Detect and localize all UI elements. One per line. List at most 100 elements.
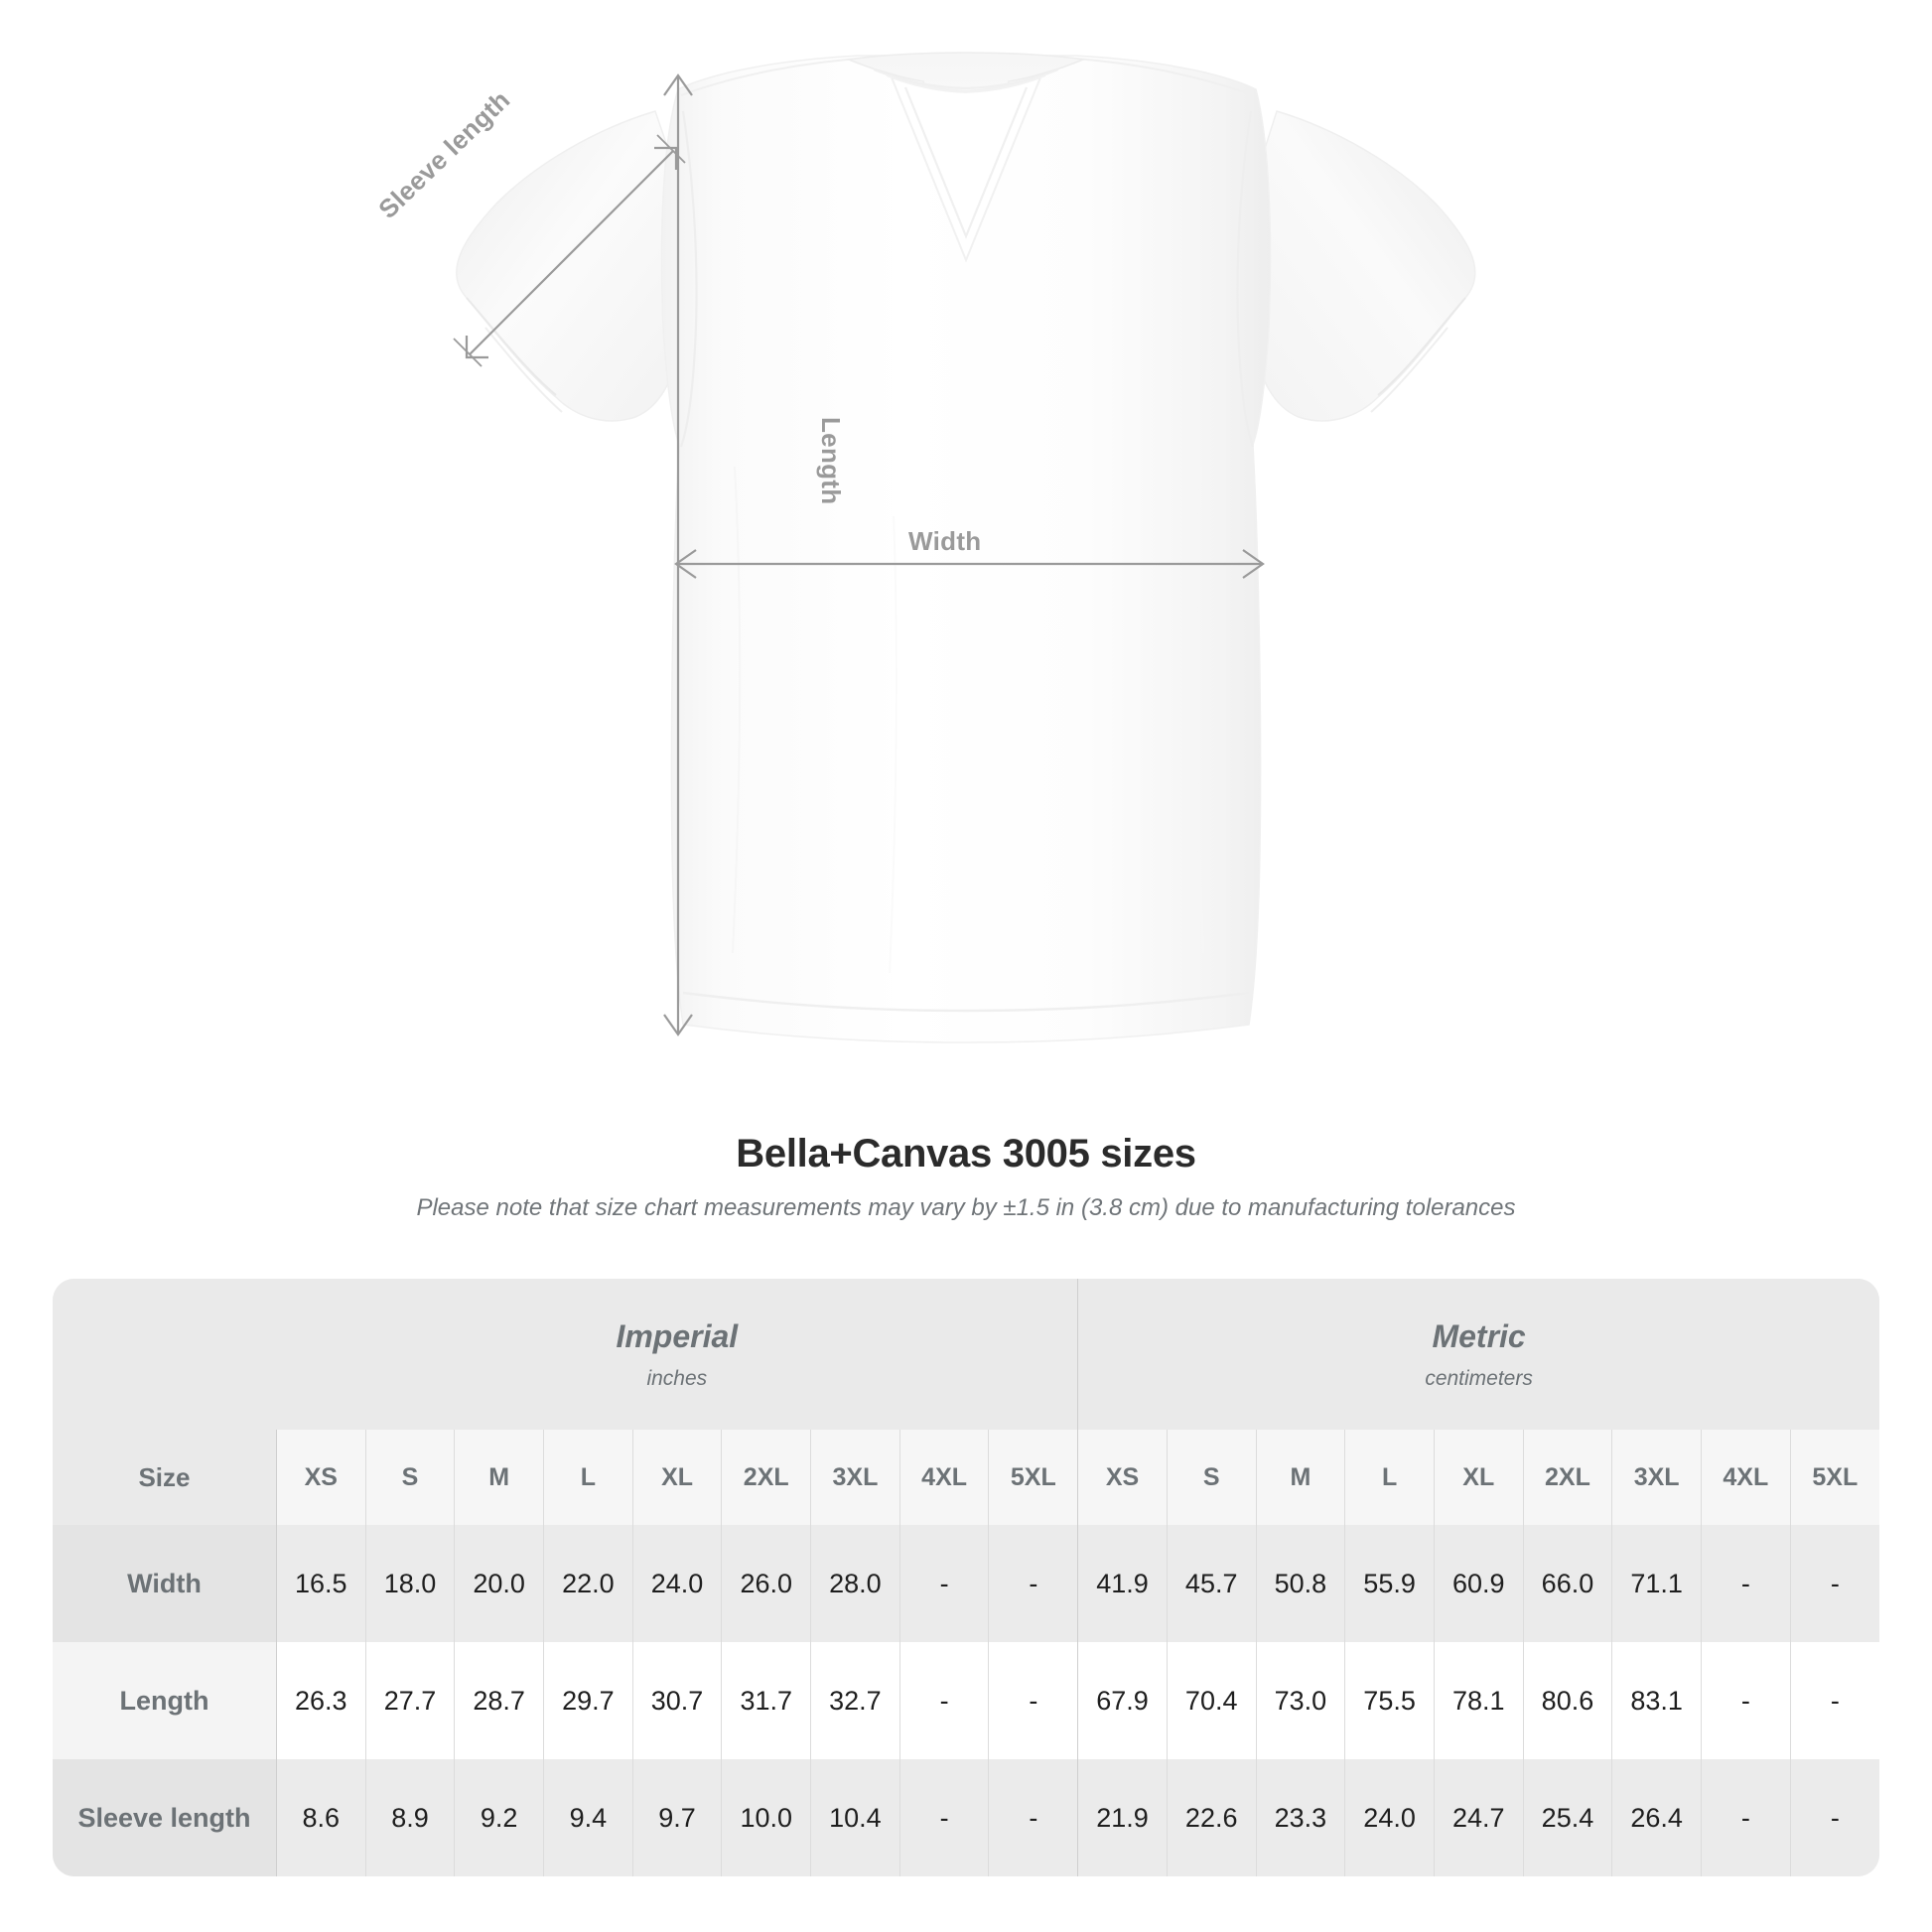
cell-width-imperial-4xl: - [898,1525,989,1642]
col-header-metric-3xl: 3XL [1611,1430,1702,1525]
cell-width-imperial-l: 22.0 [543,1525,633,1642]
cell-length-metric-3xl: 83.1 [1611,1642,1702,1759]
col-header-metric-5xl: 5XL [1789,1430,1879,1525]
col-header-imperial-m: M [454,1430,544,1525]
cell-sleeve-imperial-4xl: - [898,1759,989,1876]
unit-group-imperial-sub: inches [646,1366,708,1390]
cell-length-metric-m: 73.0 [1255,1642,1345,1759]
cell-length-imperial-m: 28.7 [454,1642,544,1759]
cell-sleeve-metric-2xl: 25.4 [1522,1759,1612,1876]
cell-width-imperial-5xl: - [988,1525,1078,1642]
cell-length-imperial-l: 29.7 [543,1642,633,1759]
cell-width-metric-xs: 41.9 [1077,1525,1168,1642]
col-header-metric-xs: XS [1077,1430,1168,1525]
cell-length-imperial-5xl: - [988,1642,1078,1759]
cell-width-metric-3xl: 71.1 [1611,1525,1702,1642]
size-table: Imperial inches Metric centimeters Size … [53,1279,1879,1876]
col-header-metric-2xl: 2XL [1522,1430,1612,1525]
cell-sleeve-metric-3xl: 26.4 [1611,1759,1702,1876]
cell-width-imperial-xs: 16.5 [275,1525,366,1642]
cell-length-metric-s: 70.4 [1166,1642,1257,1759]
cell-width-metric-xl: 60.9 [1433,1525,1524,1642]
unit-spacer-cell [53,1279,277,1430]
length-label: Length [816,417,846,505]
tshirt-body [456,52,1476,1043]
cell-length-imperial-3xl: 32.7 [810,1642,900,1759]
cell-sleeve-imperial-m: 9.2 [454,1759,544,1876]
cell-width-imperial-3xl: 28.0 [810,1525,900,1642]
cell-sleeve-metric-s: 22.6 [1166,1759,1257,1876]
cell-sleeve-imperial-3xl: 10.4 [810,1759,900,1876]
col-header-metric-l: L [1344,1430,1435,1525]
page-title: Bella+Canvas 3005 sizes [736,1132,1196,1175]
cell-length-imperial-2xl: 31.7 [721,1642,811,1759]
unit-group-metric: Metric centimeters [1077,1279,1879,1430]
col-header-imperial-5xl: 5XL [988,1430,1078,1525]
cell-sleeve-metric-5xl: - [1789,1759,1879,1876]
cell-sleeve-metric-xs: 21.9 [1077,1759,1168,1876]
cell-length-imperial-xl: 30.7 [631,1642,722,1759]
cell-sleeve-imperial-xl: 9.7 [631,1759,722,1876]
row-label-width: Width [53,1525,277,1642]
cell-length-metric-xl: 78.1 [1433,1642,1524,1759]
cell-width-metric-l: 55.9 [1344,1525,1435,1642]
cell-sleeve-metric-m: 23.3 [1255,1759,1345,1876]
row-label-length: Length [53,1642,277,1759]
unit-group-header-row: Imperial inches Metric centimeters [53,1279,1879,1430]
cell-length-imperial-s: 27.7 [364,1642,455,1759]
cell-width-metric-2xl: 66.0 [1522,1525,1612,1642]
cell-width-imperial-xl: 24.0 [631,1525,722,1642]
cell-width-imperial-s: 18.0 [364,1525,455,1642]
col-header-imperial-3xl: 3XL [810,1430,900,1525]
cell-length-metric-5xl: - [1789,1642,1879,1759]
size-header-label: Size [53,1430,277,1525]
col-header-imperial-4xl: 4XL [898,1430,989,1525]
cell-sleeve-metric-4xl: - [1700,1759,1791,1876]
cell-length-metric-4xl: - [1700,1642,1791,1759]
width-dimension-arrow [674,549,1265,579]
table-row: Length 26.3 27.7 28.7 29.7 30.7 31.7 32.… [53,1642,1879,1759]
cell-sleeve-metric-xl: 24.7 [1433,1759,1524,1876]
cell-length-metric-2xl: 80.6 [1522,1642,1612,1759]
unit-group-imperial: Imperial inches [276,1279,1078,1430]
cell-sleeve-metric-l: 24.0 [1344,1759,1435,1876]
length-dimension-arrow [663,73,693,1036]
cell-length-metric-l: 75.5 [1344,1642,1435,1759]
col-header-metric-xl: XL [1433,1430,1524,1525]
unit-group-metric-name: Metric [1432,1317,1526,1354]
cell-width-imperial-2xl: 26.0 [721,1525,811,1642]
unit-group-imperial-name: Imperial [616,1317,739,1354]
col-header-metric-4xl: 4XL [1700,1430,1791,1525]
cell-width-imperial-m: 20.0 [454,1525,544,1642]
width-label: Width [908,526,982,556]
tolerance-note: Please note that size chart measurements… [416,1194,1516,1221]
cell-width-metric-5xl: - [1789,1525,1879,1642]
cell-sleeve-imperial-5xl: - [988,1759,1078,1876]
cell-length-imperial-4xl: - [898,1642,989,1759]
col-header-imperial-xs: XS [275,1430,366,1525]
size-header-row: Size XS S M L XL 2XL 3XL 4XL 5XL XS S M … [53,1430,1879,1525]
col-header-metric-m: M [1255,1430,1345,1525]
cell-sleeve-imperial-l: 9.4 [543,1759,633,1876]
col-header-imperial-s: S [364,1430,455,1525]
cell-width-metric-4xl: - [1700,1525,1791,1642]
table-row: Sleeve length 8.6 8.9 9.2 9.4 9.7 10.0 1… [53,1759,1879,1876]
row-label-sleeve-length: Sleeve length [53,1759,277,1876]
sleeve-length-dimension-arrow [453,134,686,367]
col-header-metric-s: S [1166,1430,1257,1525]
col-header-imperial-xl: XL [631,1430,722,1525]
cell-width-metric-m: 50.8 [1255,1525,1345,1642]
col-header-imperial-l: L [543,1430,633,1525]
cell-width-metric-s: 45.7 [1166,1525,1257,1642]
size-table-container: Imperial inches Metric centimeters Size … [53,1279,1879,1876]
cell-length-metric-xs: 67.9 [1077,1642,1168,1759]
col-header-imperial-2xl: 2XL [721,1430,811,1525]
cell-sleeve-imperial-xs: 8.6 [275,1759,366,1876]
table-row: Width 16.5 18.0 20.0 22.0 24.0 26.0 28.0… [53,1525,1879,1642]
tshirt-illustration [453,52,1476,1043]
title-block: Bella+Canvas 3005 sizes Please note that… [0,1132,1932,1222]
garment-diagram: Sleeve length Length Width [372,52,1476,1043]
cell-length-imperial-xs: 26.3 [275,1642,366,1759]
unit-group-metric-sub: centimeters [1425,1366,1533,1390]
